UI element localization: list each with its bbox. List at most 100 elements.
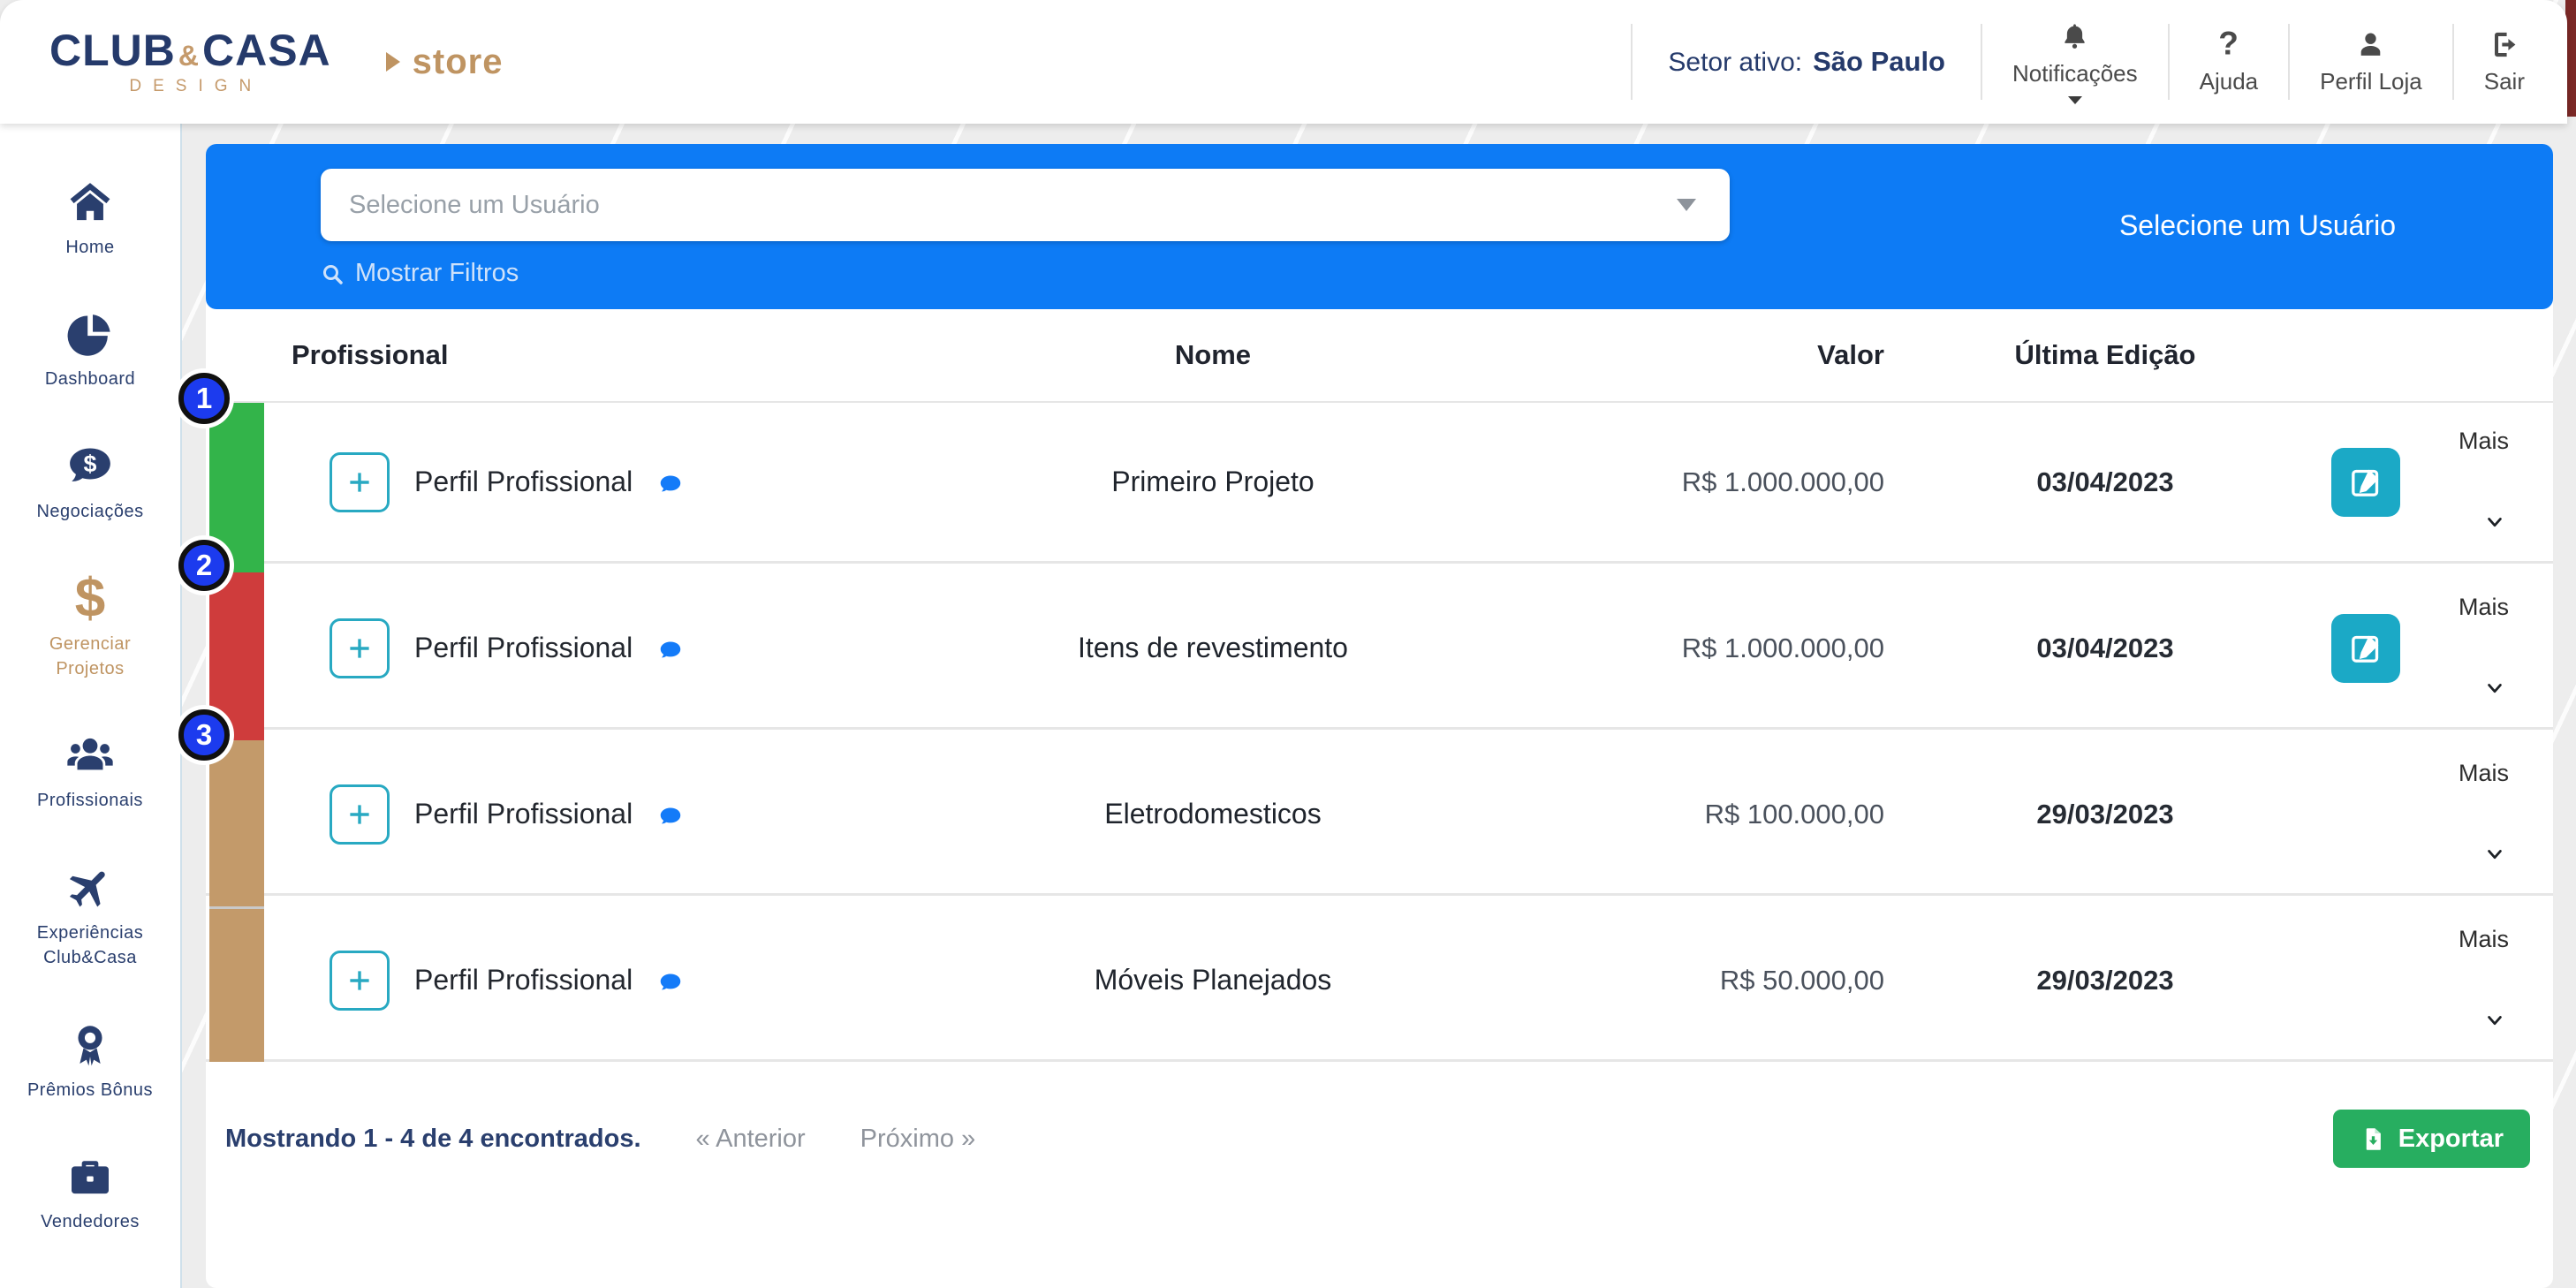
project-value: R$ 1.000.000,00 xyxy=(1681,466,1884,497)
logout-label: Sair xyxy=(2483,68,2525,95)
edit-project-button[interactable] xyxy=(2331,613,2400,683)
store-profile-button[interactable]: Perfil Loja xyxy=(2290,28,2452,95)
project-row: Perfil Profissional Eletrodomesticos R$ … xyxy=(206,735,2553,896)
status-stripe-red xyxy=(209,572,264,740)
comment-bubble-icon[interactable] xyxy=(657,804,684,830)
comment-bubble-icon[interactable] xyxy=(657,638,684,664)
expand-row-button[interactable] xyxy=(330,617,390,678)
pencil-square-icon xyxy=(2352,469,2379,496)
help-button[interactable]: ? Ajuda xyxy=(2170,28,2289,95)
bell-icon xyxy=(2065,23,2085,49)
profile-link[interactable]: Perfil Profissional xyxy=(414,964,633,996)
next-page-link[interactable]: Próximo » xyxy=(860,1124,976,1153)
profile-link[interactable]: Perfil Profissional xyxy=(414,632,633,663)
edit-project-button[interactable] xyxy=(2331,447,2400,517)
plus-icon xyxy=(350,638,369,658)
pagination-bar: Mostrando 1 - 4 de 4 encontrados. « Ante… xyxy=(206,1108,2553,1170)
corner-accent xyxy=(2565,0,2576,117)
divider xyxy=(2167,24,2170,100)
expand-more-button[interactable] xyxy=(2481,1011,2509,1035)
expand-row-button[interactable] xyxy=(330,784,390,845)
divider xyxy=(2451,24,2454,100)
plus-icon xyxy=(350,970,369,990)
export-button[interactable]: Exportar xyxy=(2332,1110,2530,1168)
project-value: R$ 100.000,00 xyxy=(1704,798,1884,830)
logo-casa: CASA xyxy=(201,25,331,75)
top-bar: CLUB&CASA DESIGN store Setor ativo: São … xyxy=(0,0,2567,124)
sidebar-item-home[interactable]: Home xyxy=(65,178,115,260)
sidebar: Home Dashboard $ Negociações $ Gerenciar… xyxy=(0,124,182,1288)
plus-icon xyxy=(350,804,369,824)
show-filters-label: Mostrar Filtros xyxy=(355,259,519,287)
project-row: Perfil Profissional Móveis Planejados R$… xyxy=(206,901,2553,1062)
show-filters-button[interactable]: Mostrar Filtros xyxy=(319,259,519,288)
home-icon xyxy=(70,182,110,220)
notifications-button[interactable]: Notificações xyxy=(1982,20,2168,104)
annotation-marker-2: 2 xyxy=(178,540,230,591)
profile-link[interactable]: Perfil Profissional xyxy=(414,798,633,830)
more-label[interactable]: Mais xyxy=(2458,925,2509,952)
sidebar-item-vendedores[interactable]: Vendedores xyxy=(41,1152,140,1234)
top-bar-actions: Setor ativo: São Paulo Notificações ? Aj… xyxy=(1631,0,2567,124)
more-label[interactable]: Mais xyxy=(2458,759,2509,786)
logo-design-subtitle: DESIGN xyxy=(129,76,263,95)
breadcrumb-arrow-icon xyxy=(385,52,400,72)
project-row: Perfil Profissional Itens de revestiment… xyxy=(206,569,2553,730)
sidebar-item-label: Profissionais xyxy=(37,791,143,811)
chevron-down-icon xyxy=(2488,517,2502,527)
sidebar-item-premios[interactable]: Prêmios Bônus xyxy=(27,1020,153,1102)
divider xyxy=(1631,24,1633,100)
table-header: Profissional Nome Valor Última Edição xyxy=(206,309,2553,401)
annotation-marker-3: 3 xyxy=(178,709,230,761)
notifications-label: Notificações xyxy=(2012,59,2138,87)
comment-bubble-icon[interactable] xyxy=(657,970,684,996)
dashboard-pie-icon xyxy=(67,314,110,357)
expand-more-button[interactable] xyxy=(2481,513,2509,537)
sidebar-item-label: Experiências Club&Casa xyxy=(36,922,144,967)
expand-more-button[interactable] xyxy=(2481,845,2509,869)
expand-row-button[interactable] xyxy=(330,451,390,512)
logout-icon xyxy=(2495,32,2516,57)
active-sector-value: São Paulo xyxy=(1813,46,1945,77)
expand-row-button[interactable] xyxy=(330,950,390,1011)
project-last-edit: 03/04/2023 xyxy=(2036,632,2174,663)
profile-link[interactable]: Perfil Profissional xyxy=(414,466,633,497)
sidebar-item-dashboard[interactable]: Dashboard xyxy=(45,309,135,391)
svg-text:?: ? xyxy=(2219,28,2239,61)
question-mark-icon: ? xyxy=(2219,28,2239,61)
column-header-profissional: Profissional xyxy=(292,339,449,370)
sidebar-item-profissionais[interactable]: Profissionais xyxy=(37,731,143,813)
project-value: R$ 1.000.000,00 xyxy=(1681,632,1884,663)
award-ribbon-icon xyxy=(78,1025,102,1065)
more-label[interactable]: Mais xyxy=(2458,593,2509,620)
store-profile-label: Perfil Loja xyxy=(2320,68,2422,95)
search-icon xyxy=(323,264,343,284)
breadcrumb-store-label: store xyxy=(412,42,504,81)
column-header-valor: Valor xyxy=(1817,339,1884,370)
pencil-square-icon xyxy=(2352,635,2379,663)
logout-button[interactable]: Sair xyxy=(2454,28,2555,95)
project-last-edit: 29/03/2023 xyxy=(2036,798,2174,830)
status-stripe xyxy=(209,403,264,1062)
sidebar-item-experiencias[interactable]: Experiências Club&Casa xyxy=(26,863,155,970)
project-name: Móveis Planejados xyxy=(1094,964,1332,996)
sidebar-item-negociacoes[interactable]: $ Negociações xyxy=(36,442,143,524)
plus-icon xyxy=(350,472,369,492)
column-header-nome: Nome xyxy=(1174,339,1252,370)
comment-bubble-icon[interactable] xyxy=(657,472,684,498)
project-row: Perfil Profissional Primeiro Projeto R$ … xyxy=(206,403,2553,564)
user-select[interactable]: Selecione um Usuário xyxy=(321,169,1730,241)
sidebar-item-label: Dashboard xyxy=(44,369,136,390)
column-header-ultima-edicao: Última Edição xyxy=(2014,339,2196,370)
breadcrumb: store xyxy=(385,42,504,82)
logo-club: CLUB xyxy=(49,25,176,75)
sidebar-item-gerenciar-projetos[interactable]: $ Gerenciar Projetos xyxy=(26,571,155,681)
previous-page-link[interactable]: « Anterior xyxy=(695,1124,806,1153)
more-label[interactable]: Mais xyxy=(2458,427,2509,454)
expand-more-button[interactable] xyxy=(2481,679,2509,703)
active-sector: Setor ativo: São Paulo xyxy=(1633,46,1981,78)
people-icon xyxy=(67,739,113,770)
project-name: Primeiro Projeto xyxy=(1111,466,1315,497)
help-label: Ajuda xyxy=(2199,68,2259,95)
sidebar-item-label: Prêmios Bônus xyxy=(27,1080,154,1100)
